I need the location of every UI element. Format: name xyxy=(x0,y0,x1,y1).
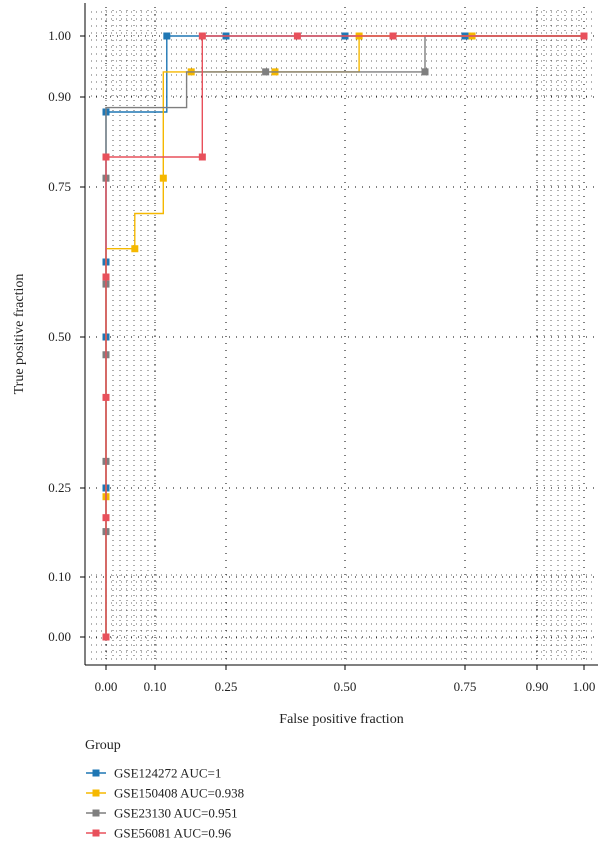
x-tick-label: 0.50 xyxy=(334,679,357,694)
data-point xyxy=(102,273,110,281)
x-tick-label: 1.00 xyxy=(573,679,596,694)
tick-labels: 0.00 0.10 0.25 0.50 0.75 0.90 1.00 0.00 0.10 0.25… xyxy=(48,28,595,694)
axes xyxy=(80,3,598,670)
grid-band-right xyxy=(536,10,580,660)
y-tick-label: 1.00 xyxy=(48,28,71,43)
series-line xyxy=(105,35,584,637)
y-tick-label: 0.50 xyxy=(48,329,71,344)
legend-label: GSE150408 AUC=0.938 xyxy=(114,786,244,801)
data-point xyxy=(102,153,110,161)
x-tick-label: 0.00 xyxy=(95,679,118,694)
y-tick-label: 0.25 xyxy=(48,480,71,495)
data-point xyxy=(198,32,206,40)
data-point xyxy=(102,514,110,522)
data-point xyxy=(293,32,301,40)
legend-label: GSE124272 AUC=1 xyxy=(114,766,221,781)
data-point xyxy=(159,174,167,182)
y-tick-label: 0.90 xyxy=(48,89,71,104)
data-point xyxy=(421,68,429,76)
x-tick-label: 0.25 xyxy=(215,679,238,694)
data-point xyxy=(163,32,171,40)
legend-swatch-marker xyxy=(92,789,100,797)
legend-swatch-marker xyxy=(92,769,100,777)
y-tick-label: 0.75 xyxy=(48,179,71,194)
legend-label: GSE23130 AUC=0.951 xyxy=(114,806,238,821)
legend-item: GSE124272 AUC=1 xyxy=(86,766,221,781)
legend-item: GSE23130 AUC=0.951 xyxy=(86,806,238,821)
data-point xyxy=(389,32,397,40)
y-tick-label: 0.00 xyxy=(48,629,71,644)
legend-item: GSE56081 AUC=0.96 xyxy=(86,826,232,841)
x-tick-label: 0.90 xyxy=(526,679,549,694)
data-point xyxy=(580,32,588,40)
y-tick-label: 0.10 xyxy=(48,569,71,584)
legend-label: GSE56081 AUC=0.96 xyxy=(114,826,232,841)
data-point xyxy=(102,393,110,401)
series-4 xyxy=(102,32,588,641)
legend-swatch-marker xyxy=(92,829,100,837)
grid-band-bottom xyxy=(91,574,592,660)
legend-item: GSE150408 AUC=0.938 xyxy=(86,786,244,801)
series xyxy=(102,32,588,641)
legend-swatch-marker xyxy=(92,809,100,817)
x-tick-label: 0.75 xyxy=(454,679,477,694)
x-tick-label: 0.10 xyxy=(144,679,167,694)
x-axis-title: False positive fraction xyxy=(279,712,403,727)
data-point xyxy=(131,245,139,253)
y-axis-title: True positive fraction xyxy=(12,274,27,395)
legend: Group GSE124272 AUC=1 GSE150408 AUC=0.938… xyxy=(85,738,244,841)
grid xyxy=(89,7,594,661)
data-point xyxy=(198,153,206,161)
legend-title: Group xyxy=(85,738,121,753)
data-point xyxy=(262,68,270,76)
data-point xyxy=(102,633,110,641)
